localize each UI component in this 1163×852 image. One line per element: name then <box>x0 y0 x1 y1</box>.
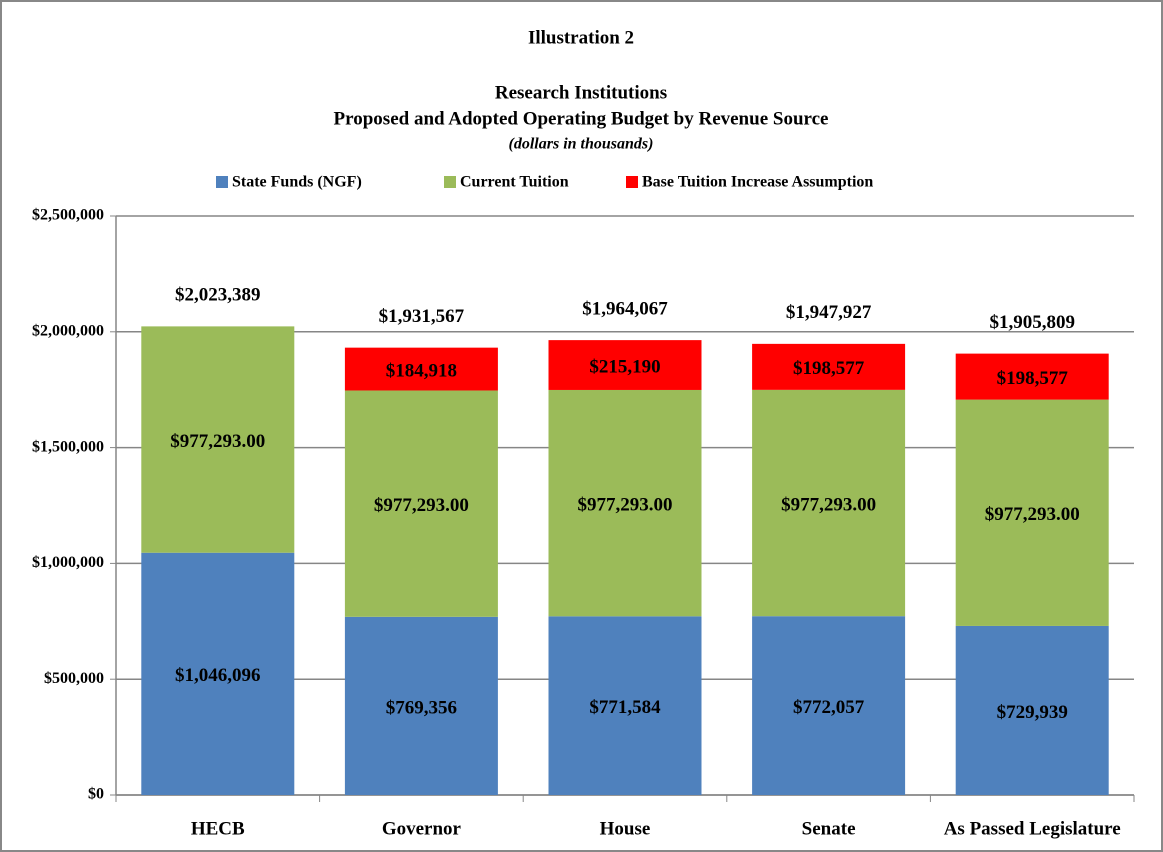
y-tick-label: $1,000,000 <box>32 554 104 571</box>
bar-segment <box>752 389 906 617</box>
value-label: $977,293.00 <box>374 495 469 516</box>
x-tick-label: Governor <box>382 818 462 839</box>
bar-segment <box>344 347 498 391</box>
value-label: $771,584 <box>589 697 661 718</box>
legend-label: Base Tuition Increase Assumption <box>642 174 873 191</box>
y-tick-label: $0 <box>88 786 104 803</box>
bar-segment <box>752 616 906 795</box>
bar-segment <box>752 343 906 390</box>
bar-segment <box>955 353 1109 400</box>
bar-segment <box>141 552 295 795</box>
value-label: $977,293.00 <box>578 494 673 515</box>
chart-subtitle: Proposed and Adopted Operating Budget by… <box>334 108 829 129</box>
bar-segment <box>141 326 295 553</box>
bar-segment <box>548 389 702 617</box>
value-label: $977,293.00 <box>781 494 876 515</box>
chart-title: Illustration 2 <box>528 27 634 48</box>
bar-segment <box>955 625 1109 795</box>
total-label: $1,947,927 <box>786 302 872 323</box>
bar-segment <box>548 340 702 390</box>
total-label: $1,931,567 <box>379 306 465 327</box>
bar-segment <box>955 399 1109 626</box>
legend-swatch <box>216 176 228 188</box>
value-label: $198,577 <box>997 368 1069 389</box>
value-label: $215,190 <box>589 356 660 377</box>
x-tick-label: HECB <box>191 818 245 839</box>
legend-label: State Funds (NGF) <box>232 174 362 191</box>
value-label: $977,293.00 <box>985 504 1080 525</box>
total-label: $1,964,067 <box>582 298 668 319</box>
value-label: $198,577 <box>793 358 865 379</box>
bar-segment <box>344 616 498 795</box>
legend-label: Current Tuition <box>460 174 569 191</box>
total-label: $1,905,809 <box>989 312 1075 333</box>
chart-note: (dollars in thousands) <box>509 136 654 153</box>
x-tick-label: As Passed Legislature <box>944 818 1121 839</box>
chart-subtitle: Research Institutions <box>495 82 667 103</box>
legend: State Funds (NGF) Current Tuition Base Tui… <box>216 174 873 191</box>
legend-swatch <box>626 176 638 188</box>
value-label: $1,046,096 <box>175 665 261 686</box>
y-tick-label: $2,000,000 <box>32 322 104 339</box>
value-label: $769,356 <box>386 697 457 718</box>
total-label: $2,023,389 <box>175 285 261 306</box>
bar-segment <box>344 390 498 617</box>
y-tick-label: $500,000 <box>44 670 104 687</box>
bar-segment <box>548 616 702 795</box>
value-label: $729,939 <box>997 702 1068 723</box>
x-tick-label: Senate <box>802 818 856 839</box>
value-label: $772,057 <box>793 697 865 718</box>
value-label: $184,918 <box>386 360 457 381</box>
y-tick-label: $1,500,000 <box>32 438 104 455</box>
y-tick-label: $2,500,000 <box>32 207 104 224</box>
x-tick-label: House <box>600 818 651 839</box>
legend-swatch <box>444 176 456 188</box>
value-label: $977,293.00 <box>170 431 265 452</box>
